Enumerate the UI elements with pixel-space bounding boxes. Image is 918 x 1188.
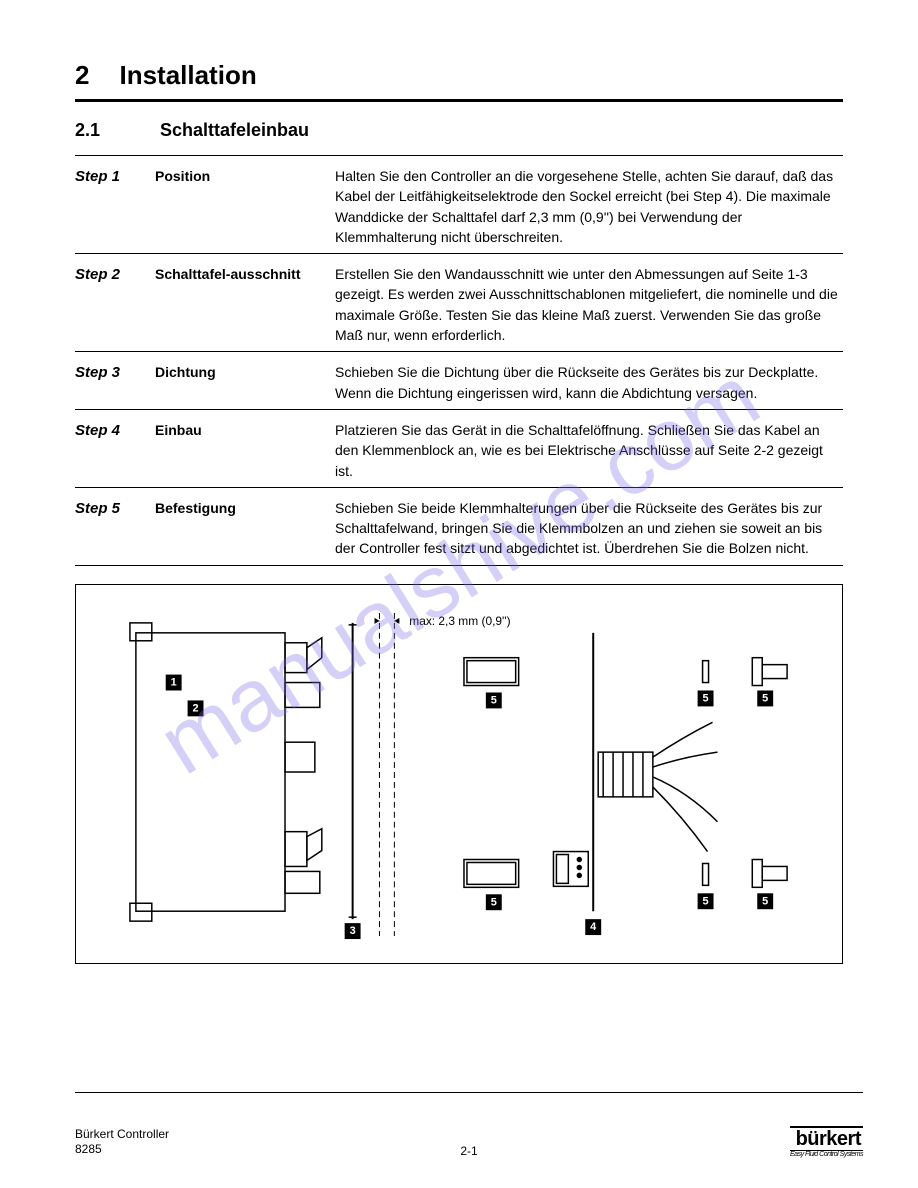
chapter-title: Installation	[119, 60, 843, 91]
step-description: Platzieren Sie das Gerät in die Schaltta…	[335, 420, 843, 481]
row-divider	[75, 155, 843, 156]
page-number: 2-1	[460, 1144, 477, 1158]
chapter-number: 2	[75, 60, 89, 91]
step-row: Step 1 Position Halten Sie den Controlle…	[75, 160, 843, 253]
logo-text: bürkert	[796, 1128, 861, 1150]
installation-diagram: 1 2 3 max: 2,3 mm (0,9'')	[75, 584, 843, 964]
brand-logo: bürkert Easy Fluid Control Systems	[790, 1126, 863, 1158]
row-divider	[75, 565, 843, 566]
step-row: Step 3 Dichtung Schieben Sie die Dichtun…	[75, 356, 843, 409]
step-number: Step 3	[75, 362, 155, 384]
row-divider	[75, 487, 843, 488]
step-label: Position	[155, 166, 335, 186]
logo-subtitle: Easy Fluid Control Systems	[790, 1151, 863, 1158]
step-label: Befestigung	[155, 498, 335, 518]
step-number: Step 2	[75, 264, 155, 286]
footer-divider	[75, 1092, 863, 1093]
step-number: Step 5	[75, 498, 155, 520]
step-label: Schalttafel-ausschnitt	[155, 264, 335, 284]
page-footer: Bürkert Controller 8285 2-1 bürkert Easy…	[75, 1126, 863, 1158]
header-divider	[75, 99, 843, 102]
step-row: Step 4 Einbau Platzieren Sie das Gerät i…	[75, 414, 843, 487]
step-description: Halten Sie den Controller an die vorgese…	[335, 166, 843, 247]
marker-5f: 5	[762, 895, 768, 907]
footer-model: 8285	[75, 1142, 169, 1158]
controller-unit	[130, 623, 322, 921]
step-description: Schieben Sie beide Klemmhalterungen über…	[335, 498, 843, 559]
row-divider	[75, 253, 843, 254]
subsection-number: 2.1	[75, 120, 155, 141]
step-description: Erstellen Sie den Wandausschnitt wie unt…	[335, 264, 843, 345]
step-label: Dichtung	[155, 362, 335, 382]
step-label: Einbau	[155, 420, 335, 440]
marker-5b: 5	[491, 896, 497, 908]
marker-1: 1	[171, 676, 177, 688]
marker-2: 2	[193, 702, 199, 714]
row-divider	[75, 351, 843, 352]
diagram-svg: 1 2 3 max: 2,3 mm (0,9'')	[94, 603, 824, 945]
step-row: Step 2 Schalttafel-ausschnitt Erstellen …	[75, 258, 843, 351]
step-number: Step 4	[75, 420, 155, 442]
marker-5e: 5	[703, 895, 709, 907]
marker-4: 4	[590, 921, 597, 933]
step-row: Step 5 Befestigung Schieben Sie beide Kl…	[75, 492, 843, 565]
marker-5d: 5	[762, 692, 768, 704]
marker-3: 3	[350, 925, 356, 937]
step-number: Step 1	[75, 166, 155, 188]
marker-5: 5	[491, 694, 497, 706]
row-divider	[75, 409, 843, 410]
footer-product: Bürkert Controller	[75, 1127, 169, 1143]
dimension-label: max: 2,3 mm (0,9'')	[409, 614, 510, 628]
subsection-title: Schalttafeleinbau	[160, 120, 309, 140]
step-description: Schieben Sie die Dichtung über die Rücks…	[335, 362, 843, 403]
marker-5c: 5	[703, 692, 709, 704]
